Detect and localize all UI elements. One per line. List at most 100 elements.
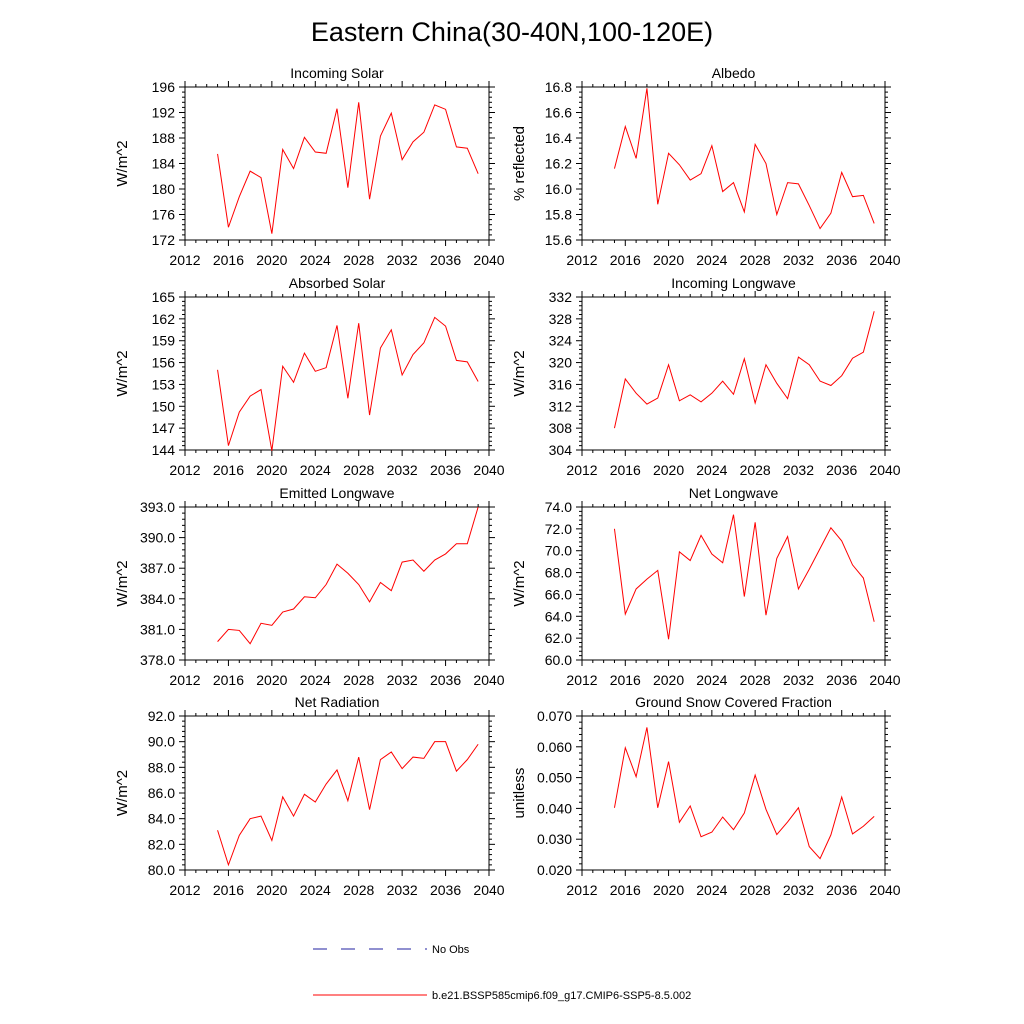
x-tick-label: 2036 [826, 252, 857, 268]
x-tick-label: 2032 [387, 882, 418, 898]
series-line-model [217, 506, 479, 645]
y-tick-label: 84.0 [148, 811, 175, 827]
y-tick-label: 66.0 [545, 586, 572, 602]
panel-title: Net Longwave [689, 485, 779, 501]
y-tick-label: 70.0 [545, 543, 572, 559]
y-tick-label: 80.0 [148, 862, 175, 878]
plot-frame [184, 296, 490, 451]
y-tick-label: 92.0 [148, 708, 175, 724]
y-tick-label: 308 [549, 420, 573, 436]
y-tick-label: 304 [549, 442, 573, 458]
y-tick-label: 316 [549, 376, 573, 392]
legend-obs-label: No Obs [432, 944, 470, 956]
y-tick-label: 381.0 [140, 621, 175, 637]
x-tick-label: 2024 [300, 882, 331, 898]
x-tick-label: 2016 [610, 672, 641, 688]
y-tick-label: 312 [549, 398, 573, 414]
y-axis-label: % reflected [511, 126, 528, 201]
x-tick-label: 2032 [783, 462, 814, 478]
x-tick-label: 2040 [869, 882, 900, 898]
x-tick-label: 2012 [566, 672, 597, 688]
x-tick-label: 2036 [430, 252, 461, 268]
figure-title: Eastern China(30-40N,100-120E) [311, 17, 713, 47]
x-tick-label: 2016 [213, 462, 244, 478]
y-tick-label: 184 [152, 156, 176, 172]
series-line-model [217, 316, 479, 451]
y-tick-label: 156 [152, 355, 176, 371]
y-tick-label: 15.8 [545, 207, 572, 223]
x-tick-label: 2016 [213, 672, 244, 688]
y-tick-label: 180 [152, 181, 176, 197]
x-tick-label: 2028 [343, 882, 374, 898]
x-tick-label: 2040 [473, 672, 504, 688]
x-tick-label: 2024 [696, 462, 727, 478]
panel-5: Emitted Longwave W/m^2 2012 2016 2020 2024 202… [114, 485, 505, 688]
x-tick-label: 2040 [473, 252, 504, 268]
x-tick-label: 2032 [387, 252, 418, 268]
y-tick-label: 16.2 [545, 156, 572, 172]
y-tick-label: 387.0 [140, 560, 175, 576]
panel-title: Ground Snow Covered Fraction [635, 694, 832, 710]
x-tick-label: 2016 [610, 252, 641, 268]
y-tick-label: 0.060 [537, 739, 572, 755]
y-tick-label: 328 [549, 311, 573, 327]
y-tick-label: 159 [152, 333, 176, 349]
x-tick-label: 2012 [566, 252, 597, 268]
x-tick-label: 2020 [653, 252, 684, 268]
y-tick-label: 378.0 [140, 652, 175, 668]
y-tick-label: 150 [152, 398, 176, 414]
y-axis-label: W/m^2 [511, 350, 528, 396]
y-tick-label: 15.6 [545, 232, 572, 248]
x-tick-label: 2040 [869, 252, 900, 268]
x-tick-label: 2020 [653, 672, 684, 688]
y-tick-label: 144 [152, 442, 176, 458]
panel-7: Net Radiation W/m^2 2012 2016 2020 2024 2028 20… [114, 694, 505, 898]
plot-frame [581, 715, 886, 871]
y-tick-label: 393.0 [140, 499, 175, 515]
panel-title: Incoming Solar [290, 65, 384, 81]
x-tick-label: 2032 [783, 882, 814, 898]
y-axis-label: W/m^2 [114, 140, 131, 186]
x-tick-label: 2012 [169, 672, 200, 688]
series-line-model [613, 311, 875, 429]
x-tick-label: 2028 [343, 252, 374, 268]
legend-model-label: b.e21.BSSP585cmip6.f09_g17.CMIP6-SSP5-8.… [432, 990, 691, 1002]
x-tick-label: 2020 [256, 252, 287, 268]
y-tick-label: 90.0 [148, 734, 175, 750]
x-tick-label: 2020 [256, 462, 287, 478]
x-tick-label: 2024 [696, 882, 727, 898]
series-line-model [613, 88, 875, 230]
y-tick-label: 64.0 [545, 608, 572, 624]
legend: No Obs b.e21.BSSP585cmip6.f09_g17.CMIP6-… [313, 944, 691, 1002]
x-tick-label: 2024 [300, 462, 331, 478]
panel-title: Albedo [712, 65, 756, 81]
x-tick-label: 2036 [826, 462, 857, 478]
plot-frame [581, 296, 886, 451]
panels: Incoming Solar W/m^2 2012 2016 2020 2024 2028 2… [114, 65, 901, 898]
y-axis-label: W/m^2 [114, 770, 131, 816]
panel-title: Absorbed Solar [289, 275, 386, 291]
x-tick-label: 2024 [696, 672, 727, 688]
x-tick-label: 2036 [826, 672, 857, 688]
y-tick-label: 68.0 [545, 565, 572, 581]
y-tick-label: 332 [549, 289, 573, 305]
y-tick-label: 0.040 [537, 800, 572, 816]
y-tick-label: 16.8 [545, 79, 572, 95]
y-axis-label: unitless [511, 768, 528, 819]
x-tick-label: 2032 [387, 462, 418, 478]
plot-frame [184, 715, 490, 871]
panel-6: Net Longwave W/m^2 2012 2016 2020 2024 2028 203… [511, 485, 901, 688]
plot-frame [581, 86, 886, 241]
x-tick-label: 2012 [169, 252, 200, 268]
x-tick-label: 2016 [213, 882, 244, 898]
x-tick-label: 2040 [869, 672, 900, 688]
x-tick-label: 2024 [300, 672, 331, 688]
y-tick-label: 86.0 [148, 785, 175, 801]
x-tick-label: 2024 [696, 252, 727, 268]
y-tick-label: 60.0 [545, 652, 572, 668]
panel-3: Absorbed Solar W/m^2 2012 2016 2020 2024 2028 2… [114, 275, 505, 478]
y-tick-label: 176 [152, 207, 176, 223]
x-tick-label: 2020 [653, 462, 684, 478]
x-tick-label: 2036 [826, 882, 857, 898]
